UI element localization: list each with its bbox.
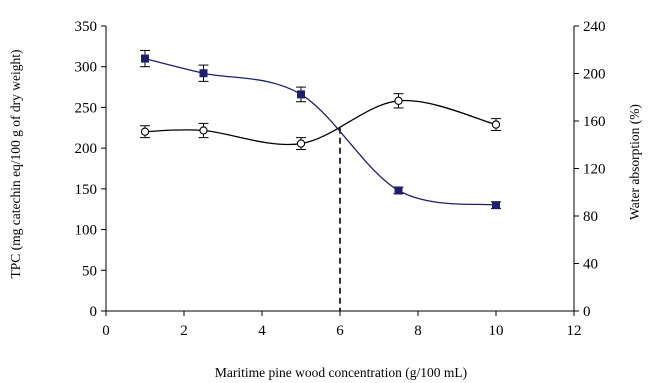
data-point [199,126,208,135]
data-point [140,127,150,136]
y-tick-label: 150 [75,182,98,198]
y-tick-label: 50 [82,263,97,279]
x-tick-label: 6 [336,323,344,339]
y-tick-label: 300 [75,60,98,76]
series-1 [140,49,501,210]
x-axis-label: Maritime pine wood concentration (g/100 … [215,365,467,380]
axes: 0 2 4 6 8 10 120501001502002503003500408012016… [75,19,606,339]
series-line [144,99,497,146]
y2-tick-label: 200 [583,67,606,83]
data-point [297,90,305,99]
series-2 [140,93,501,150]
y2-tick-label: 240 [583,19,606,35]
data-point [199,69,208,78]
x-tick-label: 2 [180,323,188,339]
x-tick-label: 8 [414,323,422,339]
data-point [141,54,149,63]
data-point [394,186,403,195]
data-point [491,120,501,129]
x-tick-label: 0 [102,323,110,339]
y2-tick-label: 0 [583,304,591,320]
axis-labels: Maritime pine wood concentration (g/100 … [8,49,642,380]
x-tick-label: 10 [489,323,504,339]
y2-tick-label: 80 [583,209,598,225]
data-point [394,96,403,105]
y-axis-label: TPC (mg catechin eq/100 g of dry weight) [8,49,23,278]
data-point [492,201,500,210]
x-tick-label: 12 [567,323,582,339]
y-tick-label: 350 [75,19,98,35]
y2-tick-label: 40 [583,257,598,273]
series-line [144,57,497,206]
x-tick-label: 4 [258,323,266,339]
y-tick-label: 100 [75,223,98,239]
y2-tick-label: 120 [583,162,606,178]
y2-tick-label: 160 [583,114,606,130]
series-layer [140,49,501,311]
y2-axis-label: Water absorption (%) [627,104,642,220]
y-tick-label: 0 [90,304,98,320]
y-tick-label: 250 [75,100,98,116]
y-tick-label: 200 [75,141,98,157]
data-point [296,139,306,148]
